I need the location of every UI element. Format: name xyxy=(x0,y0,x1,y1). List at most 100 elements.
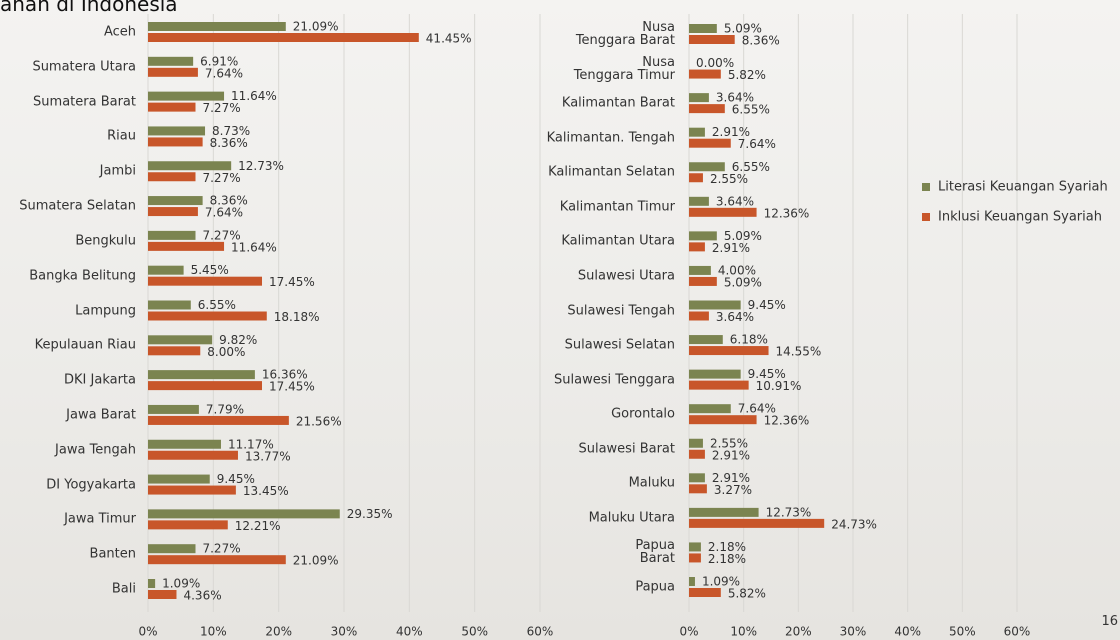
value-label: 5.45% xyxy=(191,263,229,277)
bar xyxy=(148,172,195,181)
slide: anan di Indonesia 0%10%20%30%40%50%60%21… xyxy=(0,0,1120,640)
bar xyxy=(148,126,205,135)
bar xyxy=(148,381,262,390)
category-label: Sumatera Selatan xyxy=(0,200,136,213)
bar xyxy=(148,520,228,529)
x-tick-label: 40% xyxy=(396,625,423,639)
value-label: 3.27% xyxy=(714,483,752,497)
value-label: 7.64% xyxy=(205,66,243,80)
category-label: Sulawesi Tenggara xyxy=(505,373,675,386)
bar xyxy=(689,542,701,551)
category-label: Sulawesi Tengah xyxy=(505,304,675,317)
category-label: Maluku xyxy=(505,477,675,490)
bar xyxy=(689,173,703,182)
bar xyxy=(689,277,717,286)
bar xyxy=(689,508,759,517)
legend-label: Inklusi Keuangan Syariah xyxy=(938,210,1102,225)
value-label: 5.82% xyxy=(728,68,766,82)
value-label: 7.64% xyxy=(205,206,243,220)
bar xyxy=(689,439,703,448)
bar xyxy=(689,93,709,102)
value-label: 7.27% xyxy=(202,542,240,556)
bar xyxy=(148,486,236,495)
bar xyxy=(148,475,210,484)
x-tick-label: 50% xyxy=(949,625,976,639)
bar xyxy=(148,440,221,449)
legend-swatch xyxy=(922,183,930,191)
bar xyxy=(148,68,198,77)
bar xyxy=(689,197,709,206)
bar xyxy=(148,346,200,355)
bar xyxy=(148,103,195,112)
category-label: Aceh xyxy=(0,26,136,39)
bar xyxy=(689,381,749,390)
category-label: Lampung xyxy=(0,304,136,317)
x-tick-label: 10% xyxy=(200,625,227,639)
value-label: 5.09% xyxy=(724,275,762,289)
value-label: 12.73% xyxy=(766,505,812,519)
legend-label: Literasi Keuangan Syariah xyxy=(938,180,1108,195)
bar xyxy=(689,231,717,240)
value-label: 41.45% xyxy=(426,32,472,46)
x-tick-label: 20% xyxy=(265,625,292,639)
bar xyxy=(148,242,224,251)
bar xyxy=(689,335,723,344)
bar xyxy=(148,196,203,205)
bar xyxy=(689,346,769,355)
value-label: 7.27% xyxy=(202,101,240,115)
bar xyxy=(689,266,711,275)
bar xyxy=(689,312,709,321)
bar xyxy=(148,266,184,275)
x-tick-label: 10% xyxy=(730,625,757,639)
bar xyxy=(689,70,721,79)
bar xyxy=(148,509,340,518)
category-label: DI Yogyakarta xyxy=(0,478,136,491)
bar xyxy=(689,553,701,562)
value-label: 18.18% xyxy=(274,310,320,324)
bar xyxy=(689,415,757,424)
category-label: Papua xyxy=(505,581,675,594)
category-label: Jawa Tengah xyxy=(0,443,136,456)
category-label: Bali xyxy=(0,583,136,596)
category-label: Riau xyxy=(0,130,136,143)
value-label: 17.45% xyxy=(269,275,315,289)
bar xyxy=(148,405,199,414)
bar xyxy=(148,544,195,553)
bar xyxy=(689,484,707,493)
value-label: 8.00% xyxy=(207,345,245,359)
value-label: 2.91% xyxy=(712,448,750,462)
category-label: Bangka Belitung xyxy=(0,269,136,282)
value-label: 2.18% xyxy=(708,552,746,566)
x-tick-label: 60% xyxy=(1004,625,1031,639)
category-label: Kalimantan Timur xyxy=(505,200,675,213)
value-label: 7.64% xyxy=(738,137,776,151)
bar xyxy=(148,579,155,588)
x-tick-label: 30% xyxy=(840,625,867,639)
bar xyxy=(148,555,286,564)
bar xyxy=(689,450,705,459)
x-tick-label: 50% xyxy=(461,625,488,639)
value-label: 2.55% xyxy=(710,172,748,186)
bar xyxy=(148,137,203,146)
value-label: 13.77% xyxy=(245,449,291,463)
x-tick-label: 60% xyxy=(527,625,554,639)
value-label: 12.36% xyxy=(764,206,810,220)
category-label: Gorontalo xyxy=(505,408,675,421)
value-label: 3.64% xyxy=(716,194,754,208)
value-label: 4.36% xyxy=(183,589,221,603)
bar xyxy=(689,519,824,528)
bar xyxy=(689,24,717,33)
value-label: 8.36% xyxy=(210,136,248,150)
x-tick-label: 0% xyxy=(138,625,157,639)
category-label: Jambi xyxy=(0,165,136,178)
bar xyxy=(689,473,705,482)
value-label: 12.36% xyxy=(764,414,810,428)
bar xyxy=(148,231,195,240)
bar xyxy=(148,33,419,42)
category-label: Jawa Timur xyxy=(0,513,136,526)
bar xyxy=(148,370,255,379)
value-label: 6.18% xyxy=(730,333,768,347)
x-tick-label: 20% xyxy=(785,625,812,639)
x-tick-label: 0% xyxy=(679,625,698,639)
value-label: 11.64% xyxy=(231,240,277,254)
